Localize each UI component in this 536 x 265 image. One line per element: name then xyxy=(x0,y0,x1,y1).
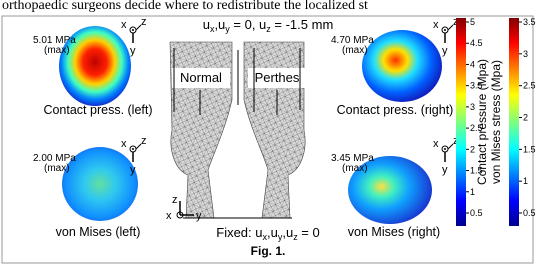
heatmap xyxy=(362,30,442,102)
tick-label: 2.5 xyxy=(523,81,536,91)
tick-label: 0.5 xyxy=(470,208,483,218)
max-note: (max) xyxy=(44,163,70,174)
axis-letter: y xyxy=(130,164,136,176)
axis-letter: x xyxy=(433,138,439,150)
tick-label: 1 xyxy=(523,176,528,186)
panel-label: von Mises (right) xyxy=(348,225,440,239)
top-text: orthopaedic surgeons decide where to red… xyxy=(2,0,368,13)
axis-origin-dot xyxy=(444,148,446,150)
axis-letter: y xyxy=(442,45,448,57)
axis-letter: z xyxy=(172,194,178,206)
tick-label: 5 xyxy=(470,17,475,27)
page: orthopaedic surgeons decide where to red… xyxy=(0,0,536,265)
figure: orthopaedic surgeons decide where to red… xyxy=(0,0,536,265)
text: = -1.5 mm xyxy=(271,17,334,32)
model-label: Normal xyxy=(180,70,222,85)
axis-letter: x xyxy=(166,210,172,222)
text: ,u xyxy=(282,225,293,240)
axis-letter: x xyxy=(121,19,127,31)
tick-label: 3.5 xyxy=(523,17,536,27)
text: ,u xyxy=(214,17,225,32)
panel-label: Contact press. (left) xyxy=(43,103,152,117)
text: ,u xyxy=(267,225,278,240)
model-label: Perthes xyxy=(255,70,300,85)
text: Fixed: u xyxy=(216,225,262,240)
text: u xyxy=(203,17,210,32)
axis-letter: z xyxy=(141,135,147,147)
tick-label: 1.5 xyxy=(523,144,536,154)
tick-label: 4.5 xyxy=(470,38,483,48)
colorbar xyxy=(456,18,466,226)
axis-letter: x xyxy=(433,19,439,31)
tick-label: 0.5 xyxy=(523,208,536,218)
max-note: (max) xyxy=(342,163,368,174)
colorbar-label: Contact pressure (Mpa) xyxy=(475,59,489,185)
caption: Fig. 1. xyxy=(251,244,286,258)
colorbar xyxy=(509,18,519,226)
max-note: (max) xyxy=(44,45,70,56)
panel-label: von Mises (left) xyxy=(56,225,141,239)
axis-origin-dot xyxy=(132,29,134,31)
panel-label: Contact press. (right) xyxy=(337,103,454,117)
axis-letter: z xyxy=(141,16,147,28)
tick-label: 2 xyxy=(523,113,528,123)
colorbar-label: von Mises stress (Mpa) xyxy=(489,60,503,184)
axis-letter: y xyxy=(442,164,448,176)
axis-letter: y xyxy=(130,45,136,57)
text: = 0, u xyxy=(230,17,267,32)
text: = 0 xyxy=(298,225,320,240)
axis-origin-dot xyxy=(444,29,446,31)
max-note: (max) xyxy=(342,45,368,56)
fixed-condition: Fixed: ux,uy,uz = 0 xyxy=(216,225,319,242)
axis-origin-dot xyxy=(132,148,134,150)
tick-label: 1 xyxy=(470,187,475,197)
axis-letter: x xyxy=(121,138,127,150)
load-condition: ux,uy = 0, uz = -1.5 mm xyxy=(203,17,334,34)
axis-letter: y xyxy=(196,210,202,222)
tick-label: 3 xyxy=(523,49,528,59)
